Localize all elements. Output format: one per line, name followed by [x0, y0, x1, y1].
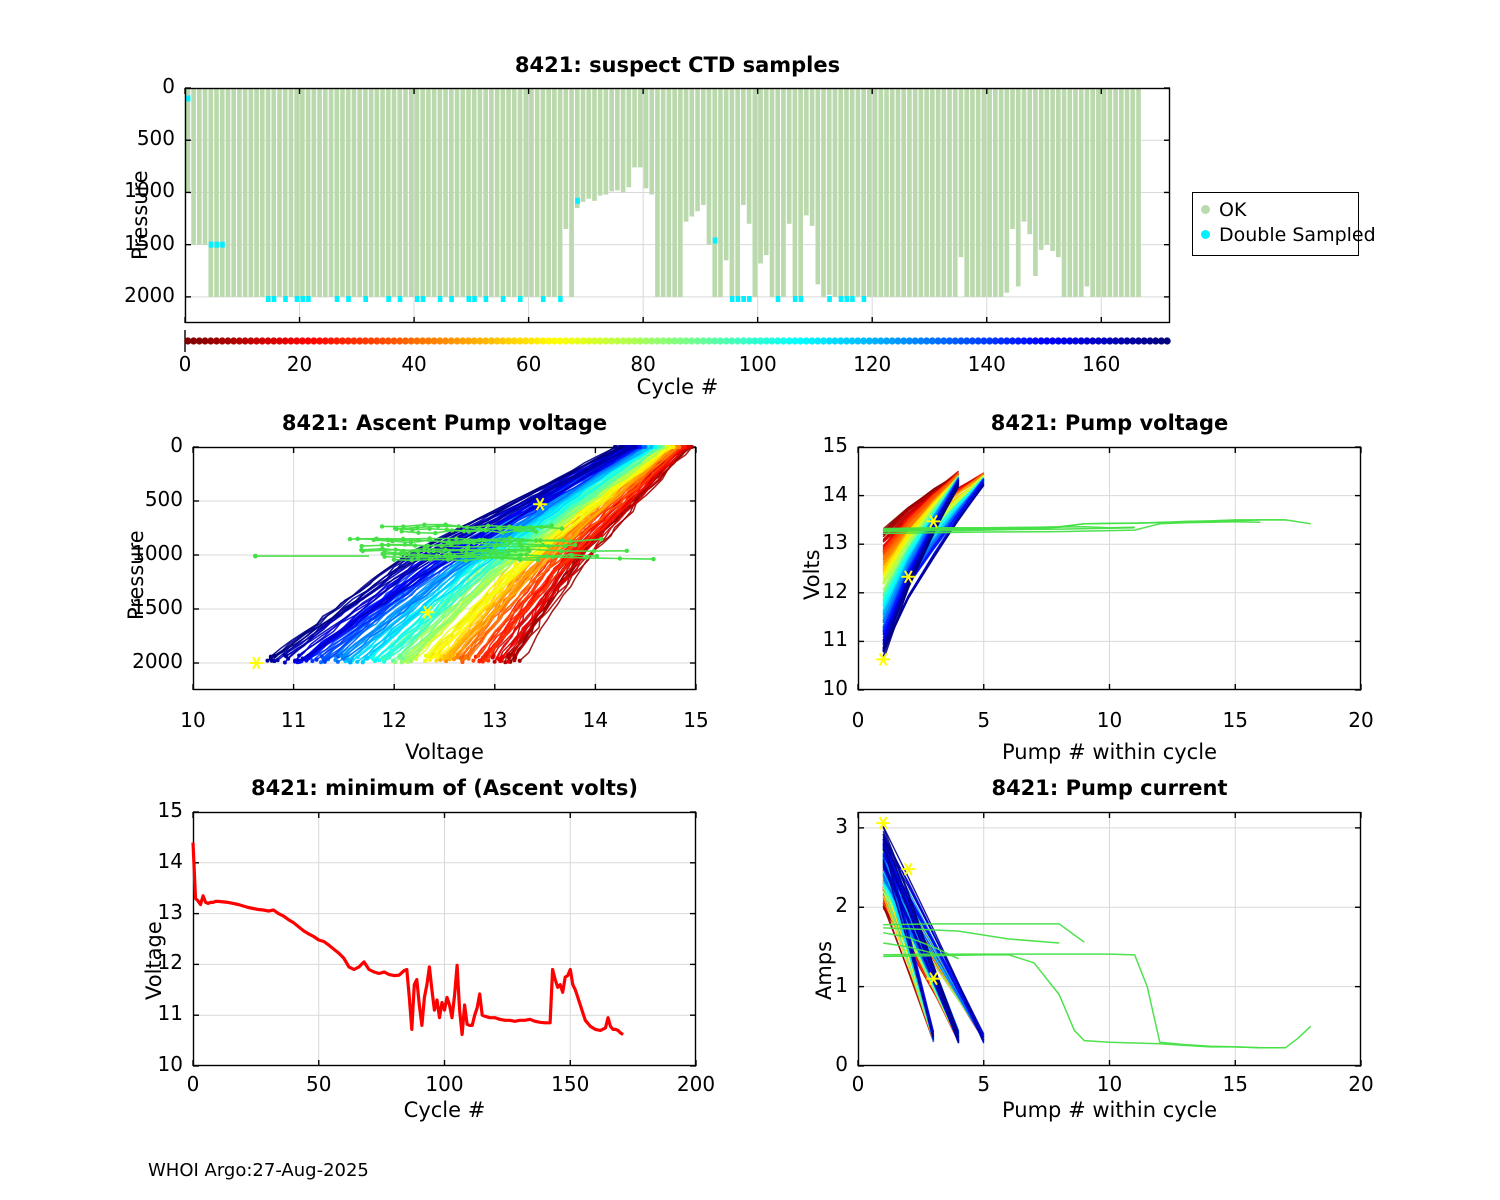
axis-label-cycle-1: Cycle # — [636, 375, 719, 399]
tick-label: 10 — [822, 676, 848, 700]
star-marker — [926, 514, 941, 528]
tick-label: 0 — [186, 1072, 200, 1096]
tick-label: 12 — [157, 950, 183, 975]
tick-label: 80 — [630, 352, 656, 376]
tick-label: 0 — [178, 352, 192, 376]
legend: OK Double Sampled — [1192, 192, 1376, 256]
tick-label: 120 — [853, 352, 892, 376]
tick-label: 11 — [822, 627, 848, 652]
legend-item-ok: OK — [1193, 197, 1358, 222]
axis-label-pump-num-2: Pump # within cycle — [1002, 1098, 1217, 1122]
plot-area-pump-current — [857, 811, 1362, 1067]
tick-label: 20 — [286, 352, 313, 376]
tick-label: 20 — [1348, 708, 1374, 732]
star-marker — [876, 816, 891, 830]
tick-label: 10 — [180, 708, 206, 732]
tick-label: 200 — [676, 1072, 716, 1096]
tick-label: 3 — [835, 813, 848, 838]
star-marker — [249, 656, 264, 670]
tick-label: 1000 — [132, 541, 183, 565]
legend-label-ok: OK — [1219, 198, 1247, 221]
tick-label: 0 — [170, 433, 183, 457]
tick-label: 15 — [1222, 1072, 1248, 1096]
star-marker — [901, 570, 916, 584]
tick-label: 2 — [835, 893, 848, 918]
plot-area-ascent-pump-voltage — [192, 445, 697, 691]
tick-label: 5 — [977, 1072, 991, 1096]
tick-label: 2000 — [132, 649, 183, 673]
double-sampled-points — [185, 95, 867, 302]
footer-credit: WHOI Argo:27-Aug-2025 — [148, 1160, 369, 1181]
star-marker — [420, 605, 435, 619]
tick-label: 10 — [1096, 1072, 1123, 1096]
tick-label: 60 — [515, 352, 542, 376]
tick-label: 14 — [157, 848, 183, 873]
panel-title-ascent-pump-voltage: 8421: Ascent Pump voltage — [281, 411, 608, 435]
panel-title-pump-voltage: 8421: Pump voltage — [990, 411, 1229, 435]
tick-label: 140 — [967, 352, 1006, 376]
tick-label: 0 — [835, 1052, 848, 1076]
ok-pressure-bars — [185, 88, 1141, 297]
tick-label: 50 — [306, 1072, 332, 1096]
star-marker — [533, 497, 548, 511]
tick-label: 15 — [683, 708, 709, 732]
tick-label: 0 — [851, 708, 865, 732]
tick-label: 15 — [157, 798, 183, 822]
panel-title-minimum-ascent-volts: 8421: minimum of (Ascent volts) — [250, 776, 639, 800]
tick-label: 20 — [1348, 1072, 1374, 1096]
star-marker — [926, 972, 941, 986]
axis-label-pump-num-1: Pump # within cycle — [1002, 740, 1217, 764]
tick-label: 1000 — [124, 178, 175, 203]
axis-label-voltage-2: Voltage — [405, 740, 484, 764]
tick-label: 12 — [381, 708, 407, 732]
tick-label: 1500 — [132, 595, 183, 619]
panel-title-pump-current: 8421: Pump current — [991, 776, 1228, 800]
tick-label: 13 — [822, 530, 848, 555]
legend-swatch-ok — [1201, 205, 1210, 214]
plot-area-minimum-ascent-volts — [191, 811, 697, 1067]
tick-label: 10 — [157, 1052, 183, 1076]
panel-minimum-ascent-volts: 8421: minimum of (Ascent volts) — [191, 776, 697, 1067]
legend-label-double-sampled: Double Sampled — [1219, 223, 1376, 246]
plot-area-pump-voltage — [857, 446, 1362, 691]
tick-label: 500 — [136, 126, 175, 151]
panel-ascent-pump-voltage: 8421: Ascent Pump voltage — [192, 411, 697, 691]
legend-item-double-sampled: Double Sampled — [1193, 222, 1376, 247]
tick-label: 15 — [1222, 708, 1248, 732]
panel-pump-voltage: 8421: Pump voltage — [857, 411, 1362, 691]
tick-label: 13 — [482, 708, 508, 732]
panel-title-suspect-ctd: 8421: suspect CTD samples — [514, 53, 841, 77]
axis-label-cycle-4: Cycle # — [403, 1098, 486, 1122]
tick-label: 160 — [1082, 352, 1121, 376]
tick-label: 100 — [738, 352, 777, 376]
tick-label: 0 — [851, 1072, 865, 1096]
tick-label: 5 — [977, 708, 991, 732]
tick-label: 2000 — [124, 282, 175, 307]
tick-label: 40 — [401, 352, 427, 376]
tick-label: 1500 — [124, 230, 175, 255]
tick-label: 100 — [425, 1072, 464, 1096]
tick-label: 11 — [157, 1001, 183, 1026]
tick-label: 11 — [280, 708, 307, 732]
plot-area-suspect-ctd — [184, 87, 1171, 324]
tick-label: 150 — [551, 1072, 590, 1096]
star-marker — [876, 652, 891, 666]
tick-label: 1 — [835, 972, 848, 997]
panel-pump-current: 8421: Pump current — [857, 776, 1362, 1067]
panel-suspect-ctd-samples: 8421: suspect CTD samples — [184, 53, 1171, 324]
tick-label: 10 — [1096, 708, 1123, 732]
tick-label: 15 — [822, 433, 848, 457]
tick-label: 0 — [162, 74, 175, 98]
tick-label: 14 — [582, 708, 609, 732]
tick-label: 500 — [144, 487, 183, 511]
legend-swatch-double-sampled — [1201, 230, 1210, 239]
tick-label: 12 — [822, 578, 848, 603]
cycle-color-strip — [184, 330, 1171, 352]
tick-label: 14 — [822, 481, 848, 506]
tick-label: 13 — [157, 899, 183, 924]
star-marker — [901, 862, 916, 876]
